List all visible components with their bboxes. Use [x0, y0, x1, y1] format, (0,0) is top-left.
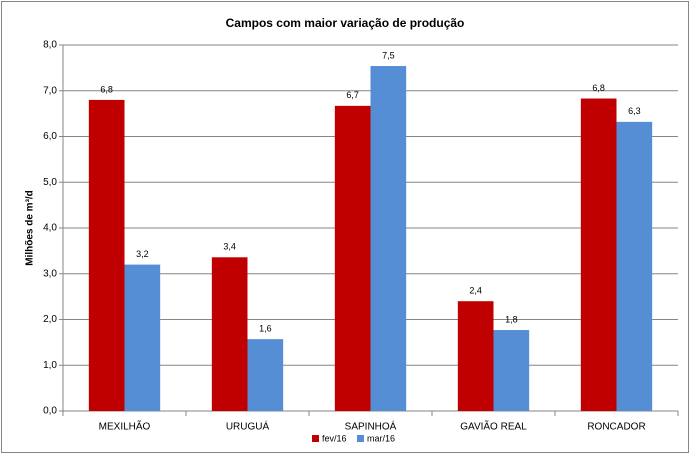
legend-label: mar/16 — [367, 433, 395, 443]
value-label: 2,4 — [469, 286, 482, 296]
value-label: 1,8 — [505, 314, 518, 324]
bar — [616, 121, 653, 412]
y-tick-label: 8,0 — [43, 40, 57, 51]
y-tick-label: 2,0 — [43, 314, 57, 325]
x-tick-label: GAVIÃO REAL — [460, 420, 527, 433]
legend-swatch — [312, 435, 319, 442]
y-tick-label: 4,0 — [43, 223, 57, 234]
y-tick-label: 7,0 — [43, 85, 57, 96]
legend-label: fev/16 — [322, 433, 347, 443]
value-label: 6,8 — [100, 84, 113, 94]
value-label: 6,8 — [592, 83, 605, 93]
bar — [124, 264, 161, 411]
x-tick-label: URUGUÁ — [226, 420, 270, 433]
bar — [457, 301, 494, 411]
chart-title: Campos com maior variação de produção — [226, 16, 465, 30]
x-tick-label: RONCADOR — [587, 422, 645, 433]
y-tick-label: 0,0 — [43, 406, 57, 417]
value-label: 3,2 — [136, 249, 149, 259]
bar — [88, 99, 125, 412]
x-tick-label: SAPINHOÁ — [345, 420, 397, 433]
bar — [247, 339, 284, 411]
value-label: 6,7 — [346, 90, 359, 100]
bar — [580, 98, 617, 411]
bar — [211, 257, 248, 411]
bar — [493, 330, 530, 411]
value-label: 7,5 — [382, 50, 395, 60]
bar — [334, 105, 371, 411]
y-tick-label: 1,0 — [43, 360, 57, 371]
x-tick-label: MEXILHÃO — [99, 420, 151, 433]
y-axis-label: Milhões de m³/d — [25, 190, 36, 266]
y-tick-label: 3,0 — [43, 268, 57, 279]
y-tick-label: 5,0 — [43, 177, 57, 188]
value-label: 3,4 — [223, 242, 236, 252]
value-label: 1,6 — [259, 324, 272, 334]
legend-swatch — [357, 435, 364, 442]
y-tick-label: 6,0 — [43, 131, 57, 142]
value-label: 6,3 — [628, 106, 641, 116]
bar — [370, 66, 407, 412]
